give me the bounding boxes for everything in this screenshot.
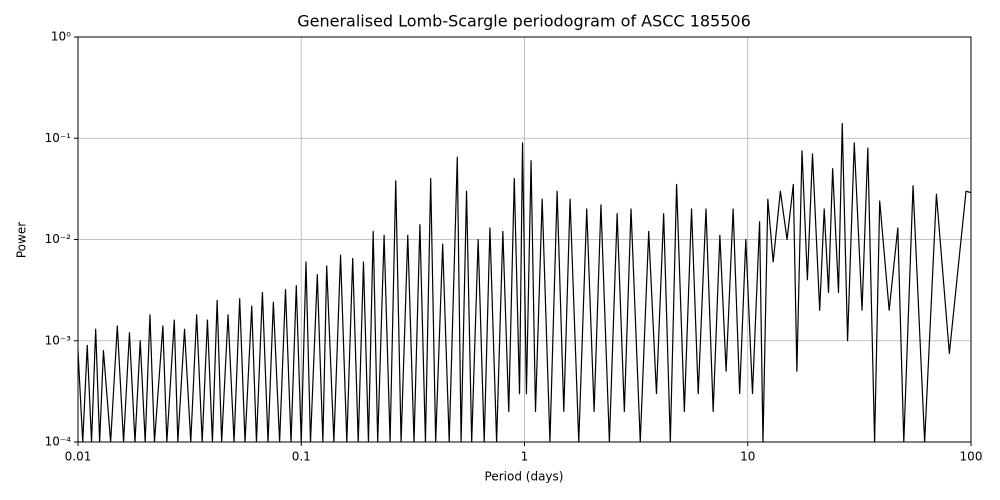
y-axis-label: Power	[15, 222, 29, 258]
chart-title: Generalised Lomb-Scargle periodogram of …	[297, 12, 751, 31]
x-tick-label: 0.1	[292, 450, 311, 464]
x-tick-label: 0.01	[65, 450, 92, 464]
x-tick-label: 10	[740, 450, 755, 464]
y-tick-label: 10⁰	[51, 30, 71, 44]
y-tick-label: 10⁻²	[45, 232, 72, 246]
plot-area	[78, 122, 971, 442]
y-tick-label: 10⁻¹	[45, 131, 72, 145]
x-tick-label: 1	[521, 450, 529, 464]
y-tick-label: 10⁻⁴	[45, 435, 72, 449]
series-line	[78, 122, 971, 442]
x-tick-label: 100	[960, 450, 983, 464]
x-axis-label: Period (days)	[485, 470, 564, 484]
y-tick-label: 10⁻³	[45, 333, 72, 347]
